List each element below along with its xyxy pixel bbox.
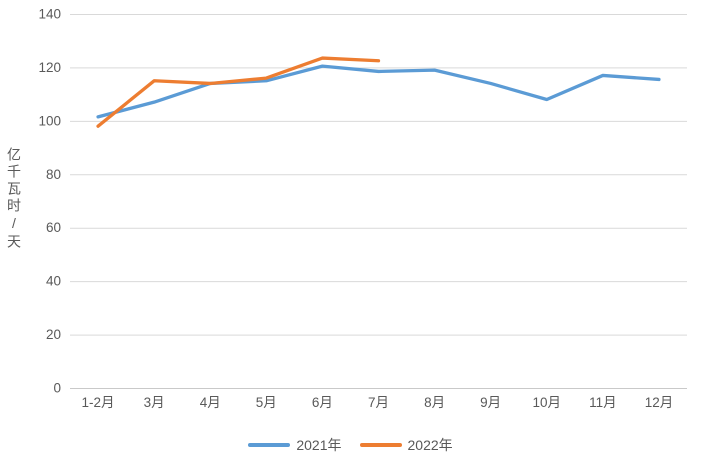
x-tick-label: 9月: [480, 395, 501, 410]
x-tick-label: 6月: [312, 395, 333, 410]
y-tick-label: 60: [46, 220, 61, 235]
y-tick-label: 140: [38, 7, 61, 22]
y-tick-label: 40: [46, 274, 61, 289]
x-tick-label: 5月: [256, 395, 277, 410]
y-tick-label: 0: [53, 381, 61, 396]
legend-item-2021年: 2021年: [248, 435, 342, 455]
y-tick-label: 120: [38, 60, 61, 75]
y-tick-label: 100: [38, 113, 61, 128]
x-tick-label: 1-2月: [82, 395, 115, 410]
series-line-2021年: [96, 64, 661, 119]
y-tick-label: 20: [46, 327, 61, 342]
legend-label: 2021年: [296, 437, 342, 453]
x-tick-label: 7月: [368, 395, 389, 410]
x-tick-label: 11月: [589, 395, 617, 410]
y-axis-title: 亿千瓦时/天: [6, 147, 22, 251]
legend-swatch: [359, 443, 402, 447]
series-line-2022年: [96, 56, 381, 128]
legend-label: 2022年: [407, 437, 453, 453]
legend-item-2022年: 2022年: [359, 435, 453, 455]
x-tick-label: 12月: [645, 395, 674, 410]
x-tick-label: 4月: [200, 395, 221, 410]
x-tick-label: 8月: [424, 395, 445, 410]
y-tick-label: 80: [46, 167, 61, 182]
x-tick-label: 3月: [144, 395, 165, 410]
legend-swatch: [248, 443, 291, 447]
chart-legend: 2021年 2022年: [0, 435, 701, 455]
x-tick-label: 10月: [533, 395, 562, 410]
